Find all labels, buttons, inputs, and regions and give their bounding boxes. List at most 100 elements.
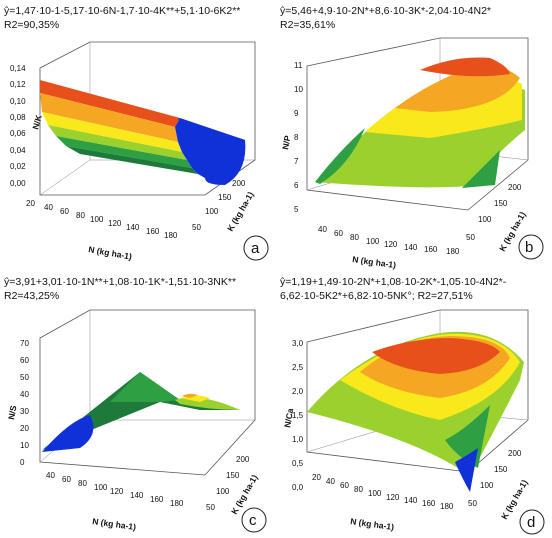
a-ztick-0: 0,14 bbox=[10, 64, 26, 73]
panel-a-blue-trough bbox=[178, 118, 246, 185]
a-ytick: 150 bbox=[218, 193, 232, 202]
c-xtick: 80 bbox=[78, 479, 87, 488]
r2-b: R2=35,61% bbox=[280, 19, 336, 31]
equation-a: ŷ=1,47·10-1-5,17·10-6N-1,7·10-4K**+5,1·1… bbox=[4, 5, 241, 17]
c-ztick: 0 bbox=[20, 458, 25, 467]
b-surface-orange bbox=[395, 65, 520, 112]
d-xtick: 80 bbox=[354, 485, 363, 494]
d-xtick: 160 bbox=[422, 499, 436, 508]
c-xtick: 40 bbox=[46, 471, 55, 480]
c-xtick: 60 bbox=[62, 475, 71, 484]
c-surface-blue bbox=[42, 415, 94, 452]
b-xtick: 100 bbox=[366, 237, 380, 246]
d-ytick: 150 bbox=[494, 465, 508, 474]
a-zlabel: N/K bbox=[30, 113, 44, 131]
b-xtick: 80 bbox=[350, 233, 359, 242]
d-xtick: 40 bbox=[326, 477, 335, 486]
c-ytick: 150 bbox=[226, 471, 240, 480]
c-surface-lightgreen bbox=[175, 397, 240, 410]
b-xlabel: N (kg ha-1) bbox=[352, 254, 397, 270]
d-ztick: 1,5 bbox=[292, 411, 304, 420]
c-panel-badge bbox=[241, 507, 267, 533]
b-zlabel: N/P bbox=[280, 134, 292, 150]
b-xtick: 120 bbox=[384, 240, 398, 249]
d-panel-badge bbox=[519, 509, 545, 535]
c-ztick: 70 bbox=[20, 339, 29, 348]
c-panel-letter: c bbox=[249, 512, 257, 529]
d-ytick: 200 bbox=[508, 449, 522, 458]
b-ztick: 8 bbox=[294, 133, 299, 142]
c-ytick: 100 bbox=[216, 487, 230, 496]
panel-a-band-orange bbox=[40, 93, 178, 142]
c-surface-orange bbox=[182, 393, 198, 398]
d-xtick: 180 bbox=[440, 502, 454, 511]
d-xtick: 140 bbox=[404, 496, 418, 505]
b-ztick: 9 bbox=[294, 109, 299, 118]
c-ytick: 50 bbox=[206, 503, 215, 512]
c-xtick: 140 bbox=[130, 491, 144, 500]
panel-c: 70 60 50 40 30 20 10 0 N/S 40 60 80 100 … bbox=[6, 309, 267, 533]
b-ztick: 10 bbox=[294, 85, 303, 94]
c-xtick: 120 bbox=[110, 487, 124, 496]
a-xtick: 80 bbox=[76, 211, 85, 220]
a-xtick: 160 bbox=[146, 227, 160, 236]
b-ztick: 6 bbox=[294, 181, 299, 190]
d-ztick: 3,0 bbox=[292, 339, 304, 348]
d-ztick: 2,0 bbox=[292, 387, 304, 396]
b-surface-red bbox=[420, 57, 510, 77]
panel-d: 3,0 2,5 2,0 1,5 1,0 0,5 0,0 N/Ca 20 40 6… bbox=[282, 309, 545, 535]
equation-b: ŷ=5,46+4,9·10-2N*+8,6·10-3K*-2,04·10-4N2… bbox=[280, 5, 492, 17]
a-xtick: 120 bbox=[108, 219, 122, 228]
c-ztick: 10 bbox=[20, 441, 29, 450]
c-xtick: 180 bbox=[170, 499, 184, 508]
b-surface-green2 bbox=[462, 150, 500, 188]
d-xtick: 60 bbox=[340, 481, 349, 490]
a-ztick: 0,10 bbox=[10, 97, 26, 106]
d-ztick: 0,5 bbox=[292, 459, 304, 468]
b-ytick: 150 bbox=[494, 199, 508, 208]
a-xticks: 20 40 60 80 100 120 140 160 180 bbox=[26, 199, 178, 240]
d-ytick: 50 bbox=[468, 499, 477, 508]
b-panel-letter: b bbox=[525, 239, 533, 256]
panel-a-band-red bbox=[40, 80, 180, 127]
d-surface-red bbox=[372, 338, 500, 374]
a-xtick: 100 bbox=[90, 215, 104, 224]
r2-a: R2=90,35% bbox=[4, 19, 60, 31]
a-xtick: 60 bbox=[60, 207, 69, 216]
a-ztick: 0,00 bbox=[10, 179, 26, 188]
b-surface-green bbox=[315, 128, 365, 184]
a-ytick: 50 bbox=[192, 223, 201, 232]
c-ztick: 40 bbox=[20, 390, 29, 399]
a-ztick: 0,12 bbox=[10, 80, 26, 89]
d-xtick: 20 bbox=[312, 473, 321, 482]
c-ztick: 20 bbox=[20, 424, 29, 433]
panel-a-band-green bbox=[56, 136, 192, 168]
panel-a-band-lightgreen bbox=[48, 125, 187, 160]
d-zlabel: N/Ca bbox=[282, 407, 295, 428]
a-xtick: 20 bbox=[26, 199, 35, 208]
c-ztick: 30 bbox=[20, 407, 29, 416]
b-xtick: 40 bbox=[318, 225, 327, 234]
c-xtick: 160 bbox=[150, 495, 164, 504]
c-ztick: 60 bbox=[20, 356, 29, 365]
a-xtick: 40 bbox=[44, 203, 53, 212]
c-xtick: 100 bbox=[94, 483, 108, 492]
r2-c: R2=43,25% bbox=[4, 290, 60, 302]
c-ztick: 50 bbox=[20, 373, 29, 382]
c-ytick: 200 bbox=[236, 455, 250, 464]
c-xlabel: N (kg ha-1) bbox=[92, 516, 137, 532]
panel-a: 0,14 0,12 0,10 0,08 0,06 0,04 0,02 0,00 … bbox=[10, 41, 269, 262]
a-ytick: 200 bbox=[232, 179, 246, 188]
b-xtick: 180 bbox=[446, 247, 460, 256]
c-surface-green bbox=[110, 372, 180, 402]
a-ztick: 0,02 bbox=[10, 162, 26, 171]
d-xtick: 120 bbox=[386, 493, 400, 502]
b-ytick: 100 bbox=[478, 215, 492, 224]
d-xlabel: N (kg ha-1) bbox=[350, 516, 395, 532]
equation-d-line2: 6,62·10-5K2*+6,82·10-5NK°; R2=27,51% bbox=[280, 290, 473, 302]
panel-b: 11 10 9 8 7 6 5 N/P 40 60 80 100 120 140… bbox=[280, 37, 544, 270]
panel-a-band-yellow bbox=[42, 112, 182, 152]
d-surface-blue bbox=[455, 448, 478, 492]
equation-d-line1: ŷ=1,19+1,49·10-2N*+1,08·10-2K*-1,05·10-4… bbox=[280, 276, 507, 288]
equation-c: ŷ=3,91+3,01·10-1N**+1,08·10-1K*-1,51·10-… bbox=[4, 276, 237, 288]
